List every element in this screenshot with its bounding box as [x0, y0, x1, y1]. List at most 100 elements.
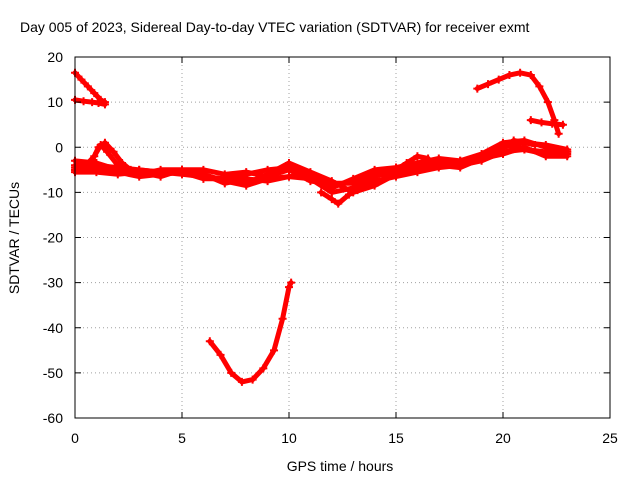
series-track-15: [526, 116, 567, 129]
data-point: [484, 80, 493, 89]
data-point: [563, 147, 572, 156]
data-point: [135, 165, 144, 174]
data-point: [548, 119, 557, 128]
data-point: [413, 152, 422, 161]
series-line: [89, 140, 134, 173]
data-point: [94, 99, 103, 108]
data-point: [537, 118, 546, 127]
x-tick-label: 5: [178, 430, 186, 446]
data-point: [227, 368, 236, 377]
series-track-2: [71, 95, 109, 109]
data-point: [83, 82, 92, 91]
data-point: [543, 98, 552, 107]
data-point: [178, 170, 186, 179]
y-tick-label: -60: [43, 410, 63, 426]
data-point: [499, 150, 507, 159]
series-line: [474, 70, 562, 137]
data-point: [554, 129, 563, 138]
data-point: [287, 278, 296, 287]
x-tick-label: 20: [495, 430, 511, 446]
data-point: [499, 143, 507, 152]
data-point: [285, 163, 293, 172]
data-point: [434, 154, 443, 163]
data-point: [473, 84, 482, 93]
data-point: [353, 186, 362, 195]
data-point: [531, 140, 540, 149]
data-point: [370, 172, 379, 181]
data-point: [541, 152, 550, 161]
data-point: [285, 283, 293, 292]
data-point: [237, 377, 246, 386]
data-point: [278, 314, 287, 323]
series-track-14: [473, 68, 563, 138]
data-point: [526, 71, 535, 80]
data-point: [334, 199, 343, 208]
series-track-12: [477, 136, 540, 161]
series-line: [528, 117, 566, 128]
data-point: [199, 165, 208, 174]
data-point: [456, 163, 465, 172]
series-track-9: [88, 138, 135, 174]
data-point: [109, 147, 118, 156]
data-point: [199, 172, 208, 181]
data-point: [205, 337, 214, 346]
data-point: [216, 350, 225, 359]
series-track-13: [205, 278, 296, 386]
ticks: 0 5 10 15 20 25 -60 -50 -40 -30 -20 -10 0 10 20: [43, 49, 618, 446]
data-point: [220, 174, 229, 183]
x-axis-label: GPS time / hours: [287, 458, 394, 474]
data-point: [156, 168, 165, 177]
x-tick-label: 15: [388, 430, 404, 446]
data-point: [317, 188, 326, 197]
data-point: [306, 177, 315, 186]
series-line: [207, 280, 294, 385]
data-point: [535, 82, 544, 91]
data-point: [392, 165, 400, 174]
y-tick-label: -50: [43, 365, 63, 381]
data-point: [434, 161, 443, 170]
y-tick-label: -20: [43, 230, 63, 246]
y-tick-label: -10: [43, 184, 63, 200]
y-axis-label: SDTVAR / TECUs: [6, 182, 22, 294]
data-point: [558, 120, 567, 129]
y-tick-label: 10: [47, 94, 63, 110]
y-tick-label: 0: [55, 139, 63, 155]
data-point: [520, 138, 529, 147]
x-tick-label: 10: [281, 430, 297, 446]
data-point: [285, 172, 293, 181]
y-tick-label: -30: [43, 275, 63, 291]
data-point: [505, 71, 514, 80]
data-point: [92, 161, 101, 170]
grid: [75, 57, 610, 418]
chart-title: Day 005 of 2023, Sidereal Day-to-day VTE…: [20, 19, 529, 35]
data-point: [413, 159, 422, 168]
data-point: [541, 143, 550, 152]
data-point: [344, 190, 353, 199]
x-tick-label: 0: [71, 430, 79, 446]
data-point: [402, 159, 411, 168]
series-track-11: [381, 152, 433, 181]
y-tick-label: -40: [43, 320, 63, 336]
data-point: [526, 116, 535, 125]
series-track-8: [71, 136, 572, 192]
data-point: [516, 68, 525, 77]
data-point: [424, 154, 433, 163]
data-point: [113, 163, 122, 172]
series-line: [72, 138, 570, 191]
data-series: [71, 68, 572, 386]
data-point: [370, 181, 379, 190]
series-track-1: [71, 68, 109, 107]
data-point: [509, 136, 518, 145]
data-point: [90, 89, 99, 98]
data-point: [79, 97, 88, 106]
data-point: [327, 183, 336, 192]
data-point: [370, 165, 379, 174]
data-point: [94, 143, 103, 152]
data-point: [381, 172, 390, 181]
data-point: [477, 152, 486, 161]
data-point: [456, 156, 465, 165]
data-point: [259, 364, 268, 373]
data-point: [100, 138, 109, 147]
y-tick-label: 20: [47, 49, 63, 65]
